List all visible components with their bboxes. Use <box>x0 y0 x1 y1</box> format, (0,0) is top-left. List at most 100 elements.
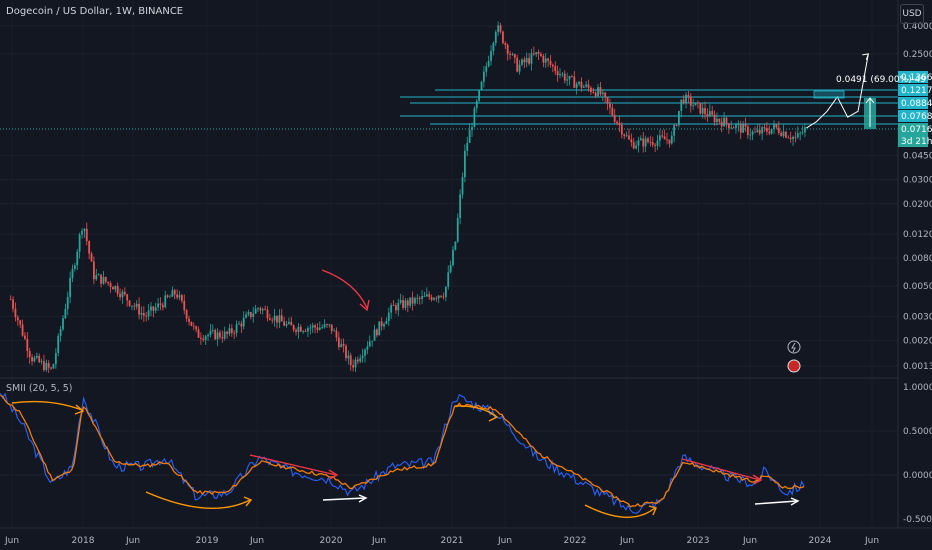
candle-body <box>416 298 419 299</box>
candle-body <box>544 58 547 63</box>
candle-body <box>337 337 340 348</box>
candle-body <box>796 133 799 138</box>
candle-body <box>578 81 580 84</box>
candle-body <box>383 324 385 327</box>
orange-arrow-3-head <box>488 411 499 422</box>
candle-body <box>742 124 745 133</box>
candle-body <box>378 321 381 336</box>
candle-body <box>333 330 335 332</box>
candle-body <box>14 308 17 318</box>
candle-body <box>463 150 466 178</box>
candle-body <box>195 326 198 330</box>
candle-body <box>259 308 262 311</box>
candle-body <box>601 92 604 95</box>
candle-body <box>392 305 395 306</box>
candle-body <box>114 286 117 290</box>
candle-body <box>654 144 657 146</box>
candle-body <box>587 84 590 88</box>
candle-body <box>632 142 635 149</box>
candle-body <box>150 306 152 311</box>
candle-body <box>554 66 557 72</box>
candle-body <box>356 359 359 362</box>
candle-body <box>711 111 714 115</box>
candle-body <box>318 327 321 330</box>
candle-body <box>699 103 702 114</box>
candle-body <box>613 115 616 122</box>
candle-body <box>304 330 307 332</box>
candle-body <box>24 335 26 339</box>
candle-body <box>540 53 542 56</box>
candle-body <box>523 59 526 63</box>
candle-body <box>713 114 716 123</box>
candle-body <box>209 330 212 335</box>
candle-body <box>780 132 783 136</box>
candle-body <box>770 129 773 134</box>
candle-body <box>161 304 164 308</box>
candle-body <box>314 325 316 328</box>
candle-body <box>804 127 806 133</box>
candle-body <box>59 329 62 336</box>
candle-body <box>785 131 787 138</box>
candle-body <box>307 328 309 332</box>
candle-body <box>549 60 552 65</box>
event-flag-icon[interactable] <box>787 359 801 373</box>
candle-body <box>756 130 759 133</box>
candle-body <box>100 274 102 284</box>
candle-body <box>183 300 186 311</box>
candle-body <box>751 131 754 135</box>
candle-body <box>452 249 454 266</box>
candle-body <box>131 305 133 307</box>
candle-body <box>138 303 140 315</box>
candle-body <box>537 52 540 54</box>
candle-body <box>126 294 129 301</box>
candle-body <box>468 130 471 143</box>
grid-lines <box>0 25 898 476</box>
oscillator-lines <box>0 392 805 514</box>
flash-icon[interactable] <box>787 340 801 354</box>
candle-body <box>492 42 495 51</box>
candle-body <box>230 328 233 333</box>
candle-body <box>661 135 664 137</box>
candle-body <box>290 321 293 326</box>
candle-body <box>235 324 238 333</box>
white-arrow-2-head <box>790 497 800 506</box>
candle-body <box>502 31 504 44</box>
event-icons[interactable] <box>787 340 801 373</box>
candle-body <box>273 315 276 321</box>
candle-body <box>385 320 388 325</box>
candle-body <box>649 142 652 143</box>
candle-body <box>582 86 585 88</box>
candle-body <box>428 294 431 298</box>
candle-body <box>26 338 29 351</box>
price-label: 0.0884 <box>901 99 932 109</box>
candle-body <box>387 312 390 321</box>
projection-path <box>806 53 870 129</box>
y-tick-label: 0.0030 <box>903 312 932 322</box>
candle-body <box>504 43 507 45</box>
candle-body <box>297 326 300 332</box>
candle-body <box>509 53 511 55</box>
candle-body <box>685 94 687 104</box>
red-arrow-osc-1 <box>249 454 337 476</box>
candle-body <box>12 299 14 309</box>
candle-body <box>64 308 67 319</box>
candle-body <box>675 125 678 126</box>
candle-body <box>57 335 60 354</box>
candle-body <box>737 124 740 126</box>
candle-body <box>585 84 588 87</box>
horizontal-levels <box>0 89 898 130</box>
candle-body <box>197 329 200 338</box>
candle-body <box>173 290 176 295</box>
candle-body <box>69 278 72 298</box>
candle-body <box>107 281 110 284</box>
candle-body <box>444 286 447 297</box>
candle-body <box>240 323 243 327</box>
osc-y-tick-label: 0.5000 <box>903 427 932 437</box>
currency-button[interactable]: USD <box>900 4 924 24</box>
candle-body <box>616 121 618 123</box>
candle-body <box>499 25 502 32</box>
candle-body <box>490 50 492 61</box>
candle-body <box>85 228 88 242</box>
candle-body <box>204 336 207 340</box>
